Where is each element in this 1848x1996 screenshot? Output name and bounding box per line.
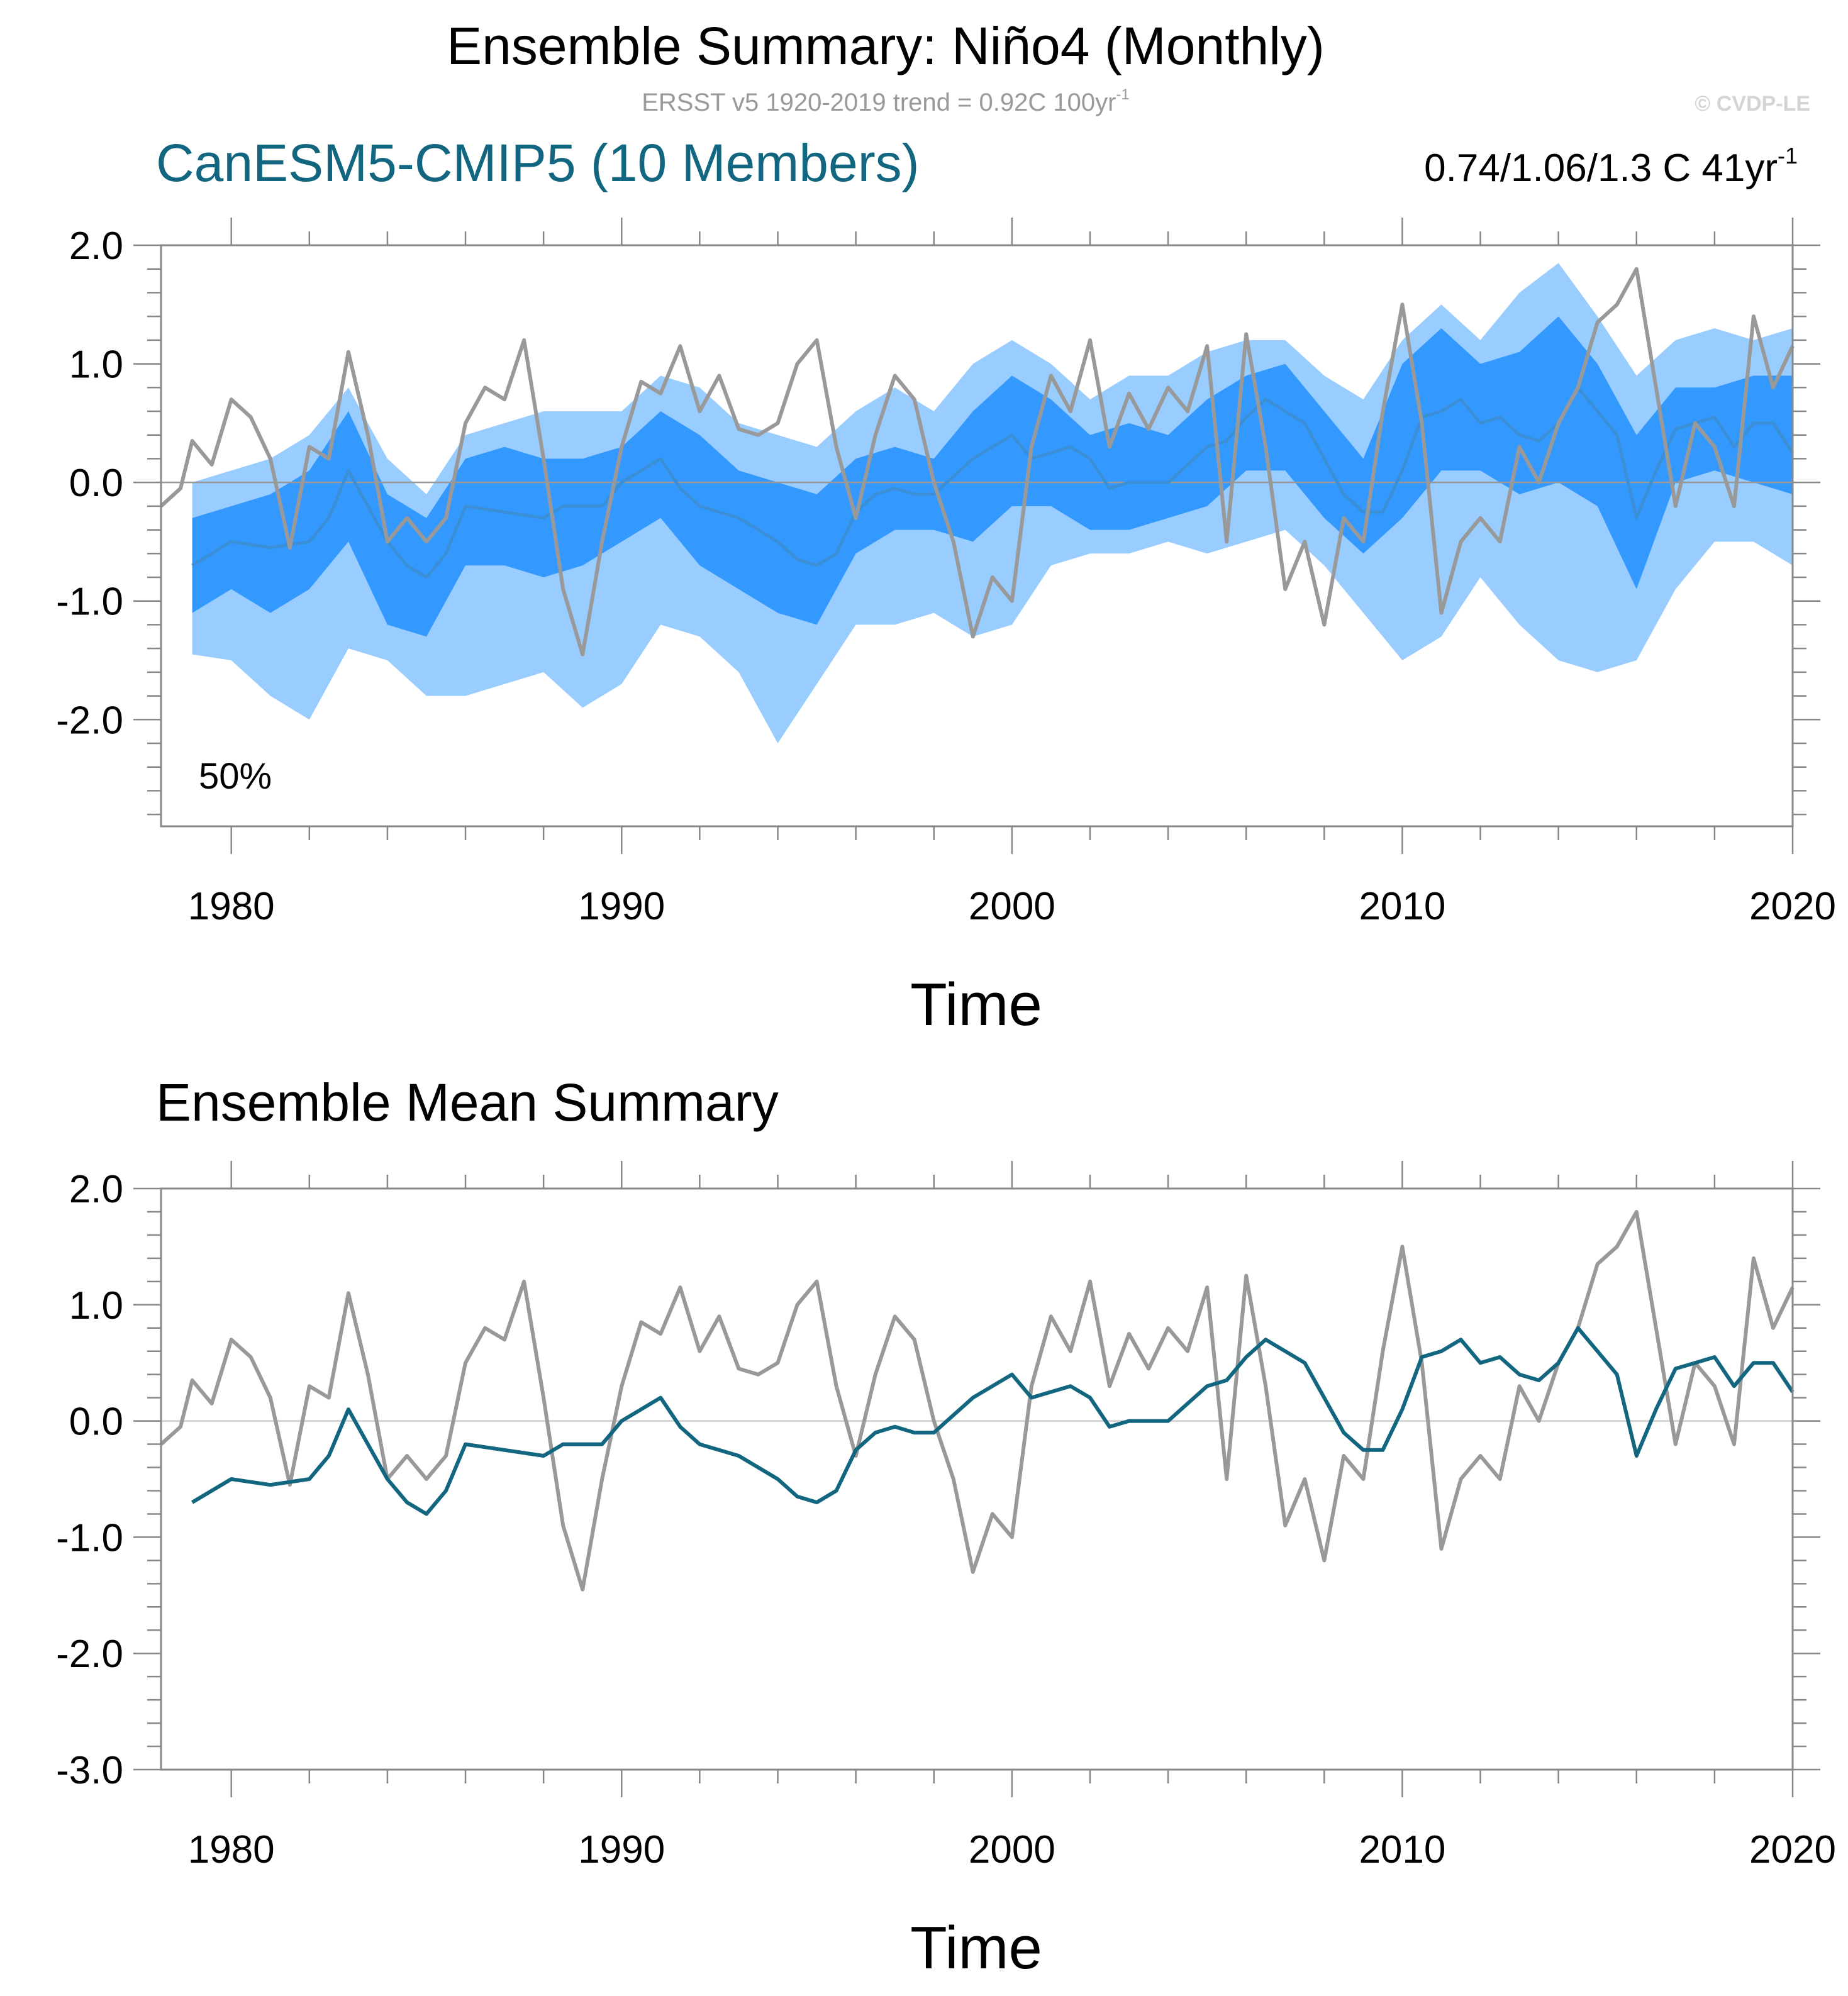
p2-ytick-label: 2.0 xyxy=(69,1168,123,1211)
trend-main: 0.74/1.06/1.3 C 41yr xyxy=(1424,147,1778,190)
subtitle-main: ERSST v5 1920-2019 trend = 0.92C 100yr xyxy=(642,89,1116,116)
p1-observation-line xyxy=(159,267,1795,657)
p2-frame xyxy=(160,1187,1794,1771)
p2-title: Ensemble Mean Summary xyxy=(156,1073,779,1132)
p1-ytick-label: 1.0 xyxy=(69,343,123,387)
p2-lines xyxy=(159,1210,1795,1592)
p1-xtick-label: 2000 xyxy=(969,885,1055,928)
p1-percent-label: 50% xyxy=(199,756,272,797)
p1-bands xyxy=(192,263,1793,743)
p2-ytick-label: 1.0 xyxy=(69,1284,123,1328)
p1-xtick-label: 1990 xyxy=(578,885,665,928)
trend-label: 0.74/1.06/1.3 C 41yr-1 xyxy=(1424,143,1798,190)
p2-ytick-label: -3.0 xyxy=(56,1749,123,1792)
p2-ytick-label: -1.0 xyxy=(56,1516,123,1560)
p1-frame xyxy=(160,244,1794,828)
subtitle-superscript: -1 xyxy=(1116,86,1129,103)
p2-xtick-label: 2000 xyxy=(969,1828,1055,1871)
p1-band-inner xyxy=(192,316,1793,637)
p1-lines xyxy=(159,267,1795,657)
model-label: CanESM5-CMIP5 (10 Members) xyxy=(156,133,920,192)
p1-ytick-label: -2.0 xyxy=(56,699,123,742)
p2-xtick-label: 2010 xyxy=(1359,1828,1445,1871)
panel-ensemble-summary: 1980 1990 2000 2010 2020 2.0 1.0 0.0 -1.0 -2.0 50… xyxy=(56,218,1836,1038)
p2-xlabel: Time xyxy=(910,1914,1042,1982)
figure-subtitle: ERSST v5 1920-2019 trend = 0.92C 100yr-1 xyxy=(642,86,1130,116)
watermark: © CVDP-LE xyxy=(1695,92,1810,116)
p2-ticks: 1980 1990 2000 2010 2020 2.0 1.0 0.0 -1.0 -2.0 -3.… xyxy=(56,1161,1836,1871)
p2-xtick-label: 1990 xyxy=(578,1828,665,1871)
trend-superscript: -1 xyxy=(1778,143,1798,169)
p2-xtick-label: 2020 xyxy=(1749,1828,1836,1871)
p2-observation-line xyxy=(159,1210,1795,1592)
p1-xlabel: Time xyxy=(910,971,1042,1038)
p1-ytick-label: -1.0 xyxy=(56,580,123,624)
p1-ytick-label: 0.0 xyxy=(69,462,123,505)
p2-xtick-label: 1980 xyxy=(188,1828,275,1871)
panel-ensemble-mean: Ensemble Mean Summary 1980 1990 2000 2010 20… xyxy=(56,1073,1836,1982)
p1-xtick-label: 1980 xyxy=(188,885,275,928)
p2-ensemble-mean-line xyxy=(191,1326,1795,1516)
p1-xtick-label: 2010 xyxy=(1359,885,1445,928)
p1-xtick-label: 2020 xyxy=(1749,885,1836,928)
p1-ytick-label: 2.0 xyxy=(69,225,123,268)
p2-ytick-label: 0.0 xyxy=(69,1400,123,1444)
p1-ticks: 1980 1990 2000 2010 2020 2.0 1.0 0.0 -1.0 -2.0 xyxy=(56,218,1836,928)
p2-ytick-label: -2.0 xyxy=(56,1633,123,1676)
figure-title: Ensemble Summary: Niño4 (Monthly) xyxy=(447,16,1325,75)
